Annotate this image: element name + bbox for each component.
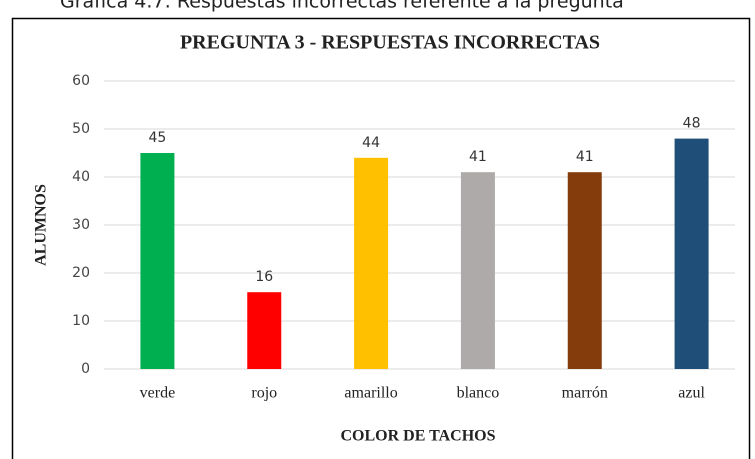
data-label: 45	[149, 130, 167, 146]
y-tick-label: 50	[72, 121, 90, 137]
bar	[140, 153, 175, 369]
data-label: 44	[362, 135, 380, 151]
y-tick-label: 10	[72, 313, 90, 329]
y-axis-label: ALUMNOS	[33, 184, 50, 266]
x-tick-label: azul	[678, 385, 705, 402]
y-tick-label: 60	[72, 73, 90, 89]
bar	[567, 172, 602, 369]
figure-caption: Gráfica 4.7: Respuestas incorrectas refe…	[60, 0, 624, 13]
y-tick-label: 20	[72, 265, 90, 281]
chart-title: PREGUNTA 3 - RESPUESTAS INCORRECTAS	[180, 32, 600, 54]
data-label: 41	[576, 149, 594, 165]
y-tick-label: 30	[72, 217, 90, 233]
x-tick-label: blanco	[457, 385, 500, 402]
x-tick-label: verde	[140, 385, 176, 402]
data-label: 48	[683, 116, 701, 132]
bar	[354, 157, 389, 369]
data-label: 16	[255, 269, 273, 285]
x-axis-label: COLOR DE TACHOS	[341, 428, 496, 445]
x-tick-label: amarillo	[344, 385, 397, 402]
y-tick-label: 40	[72, 169, 90, 185]
x-tick-label: rojo	[251, 385, 277, 402]
bar	[247, 292, 282, 369]
data-label: 41	[469, 149, 487, 165]
y-tick-label: 0	[81, 361, 90, 377]
bar	[460, 172, 495, 369]
bar	[674, 138, 709, 369]
x-tick-label: marrón	[562, 385, 608, 402]
